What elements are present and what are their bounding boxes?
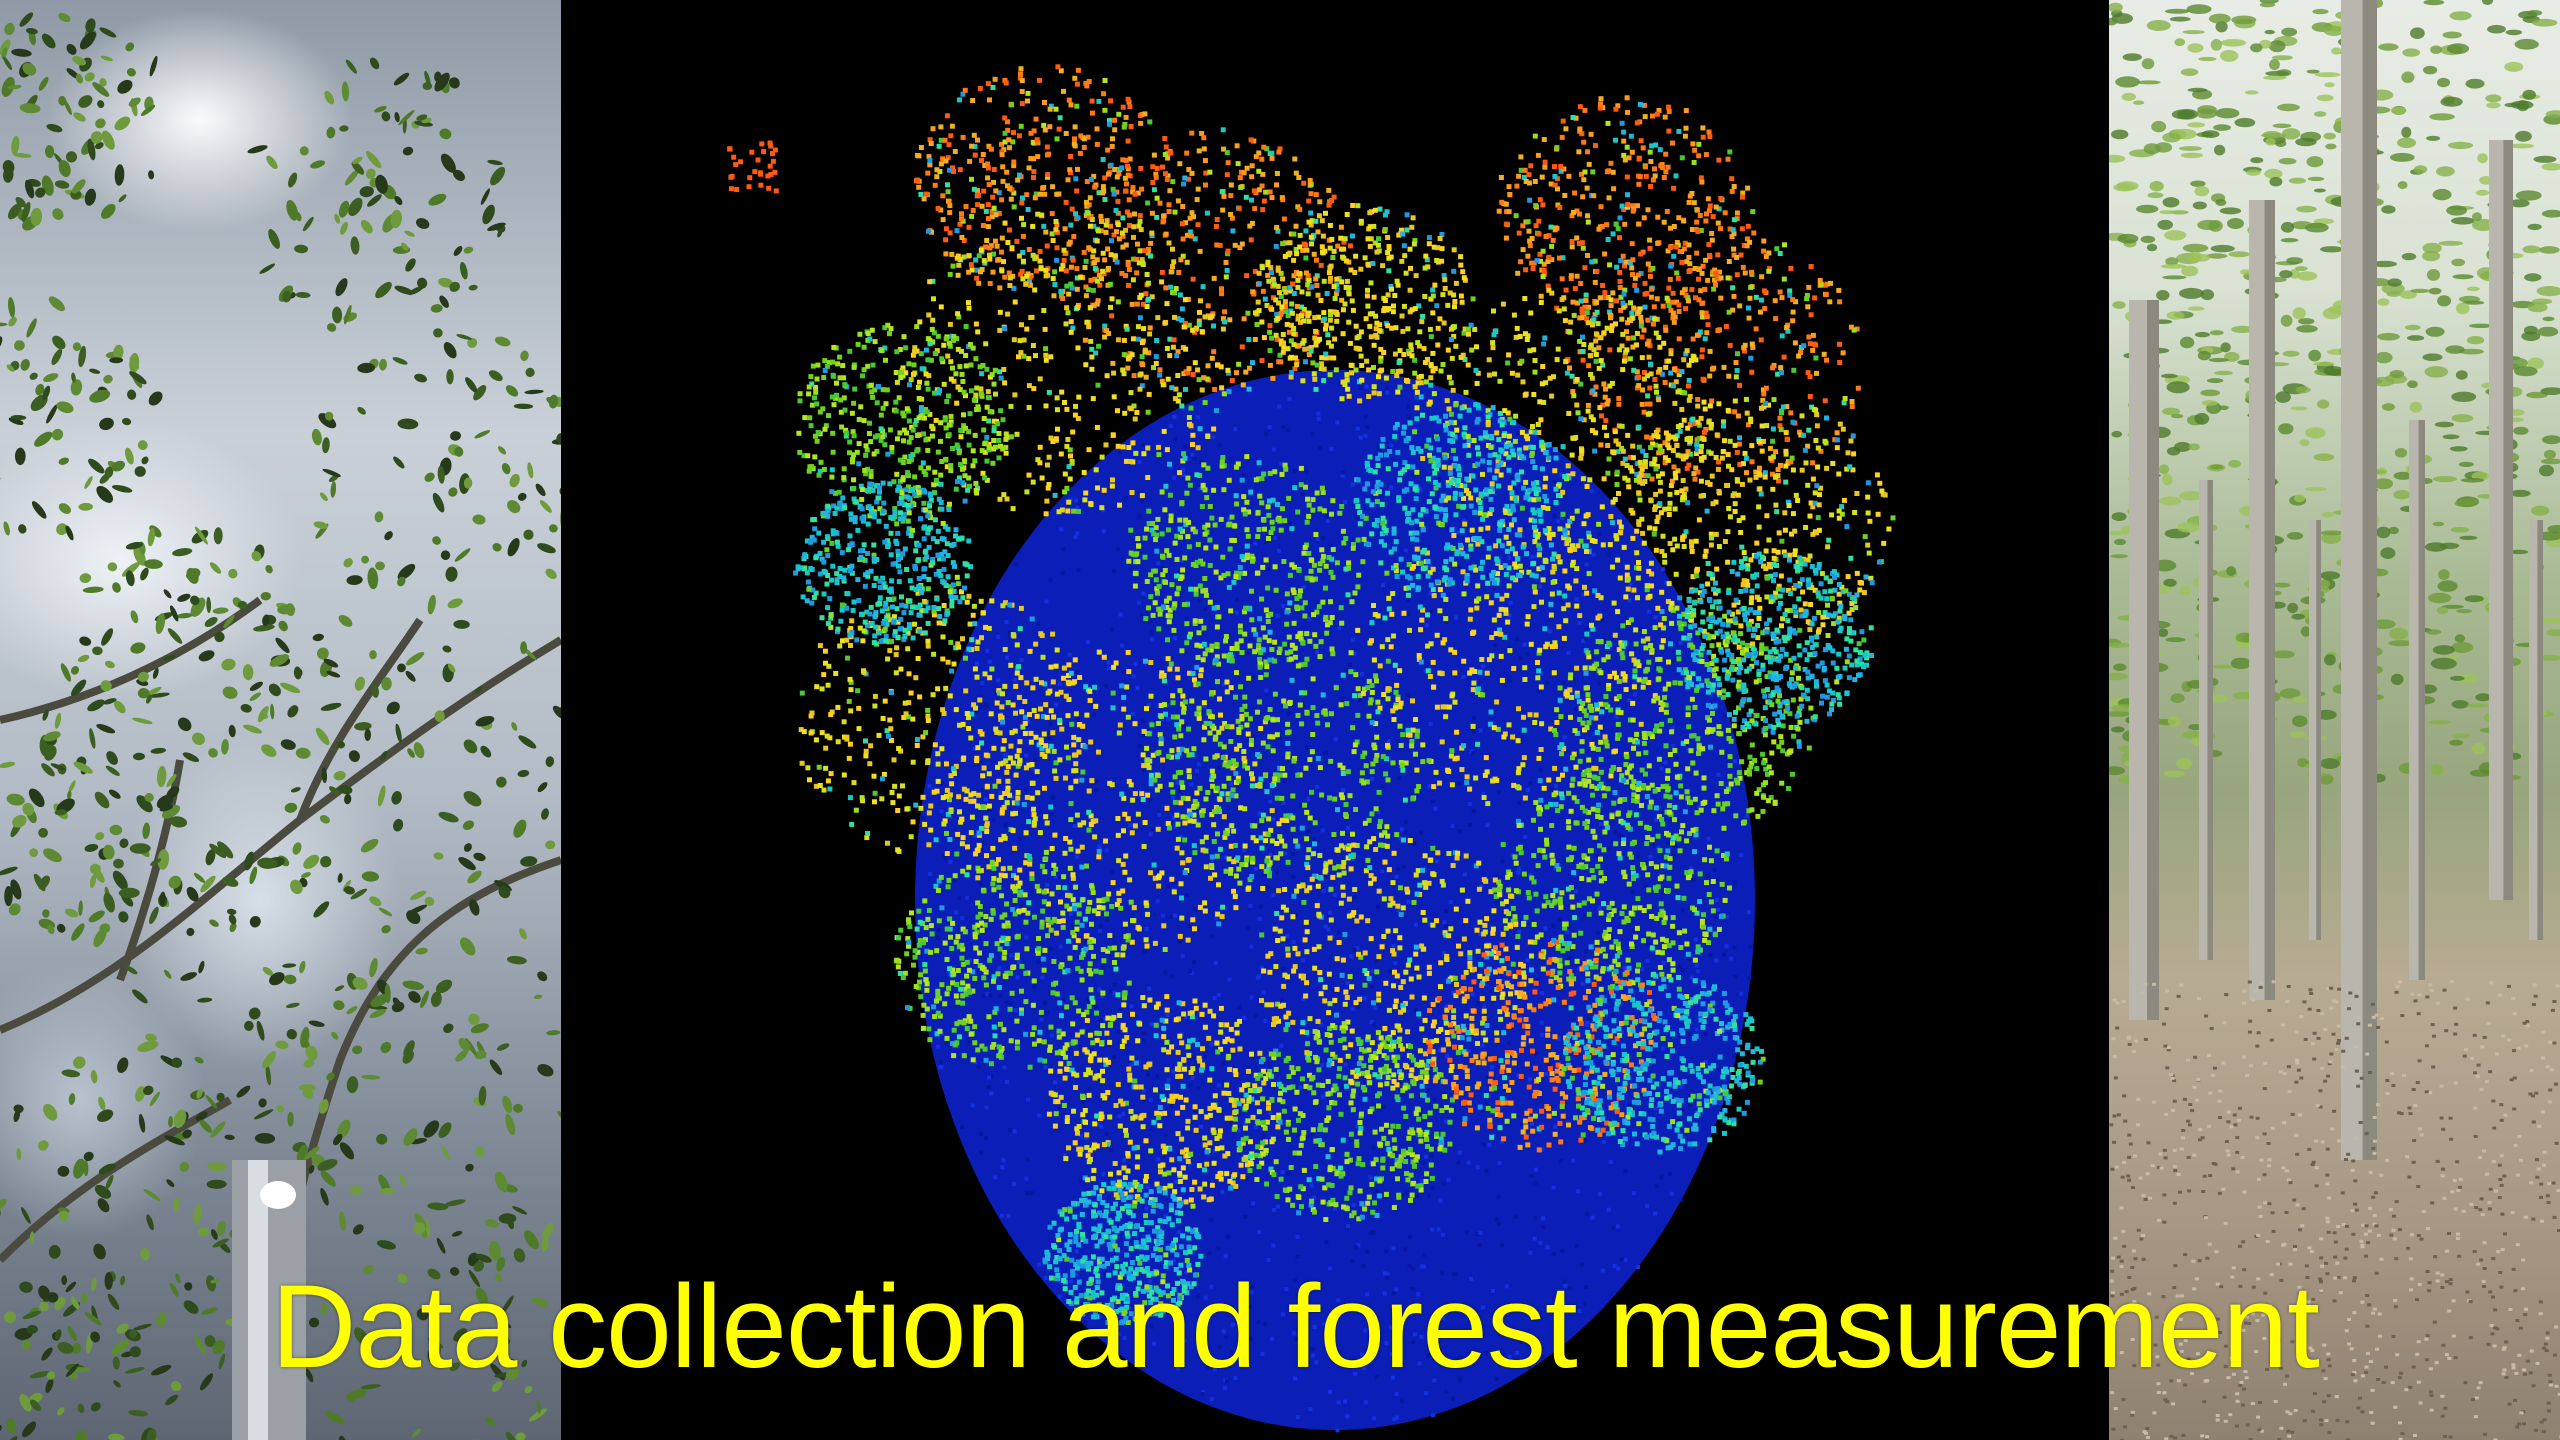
forest-stand-image xyxy=(2109,0,2560,1440)
tree-canopy-photo xyxy=(0,0,561,1440)
lidar-point-cloud-panel xyxy=(561,0,2109,1440)
lidar-point-cloud-image xyxy=(727,64,1896,1433)
slide-title: Data collection and forest measurement xyxy=(271,1261,2320,1393)
tree-canopy-image xyxy=(0,12,561,1440)
forest-stand-photo xyxy=(2109,0,2560,1440)
